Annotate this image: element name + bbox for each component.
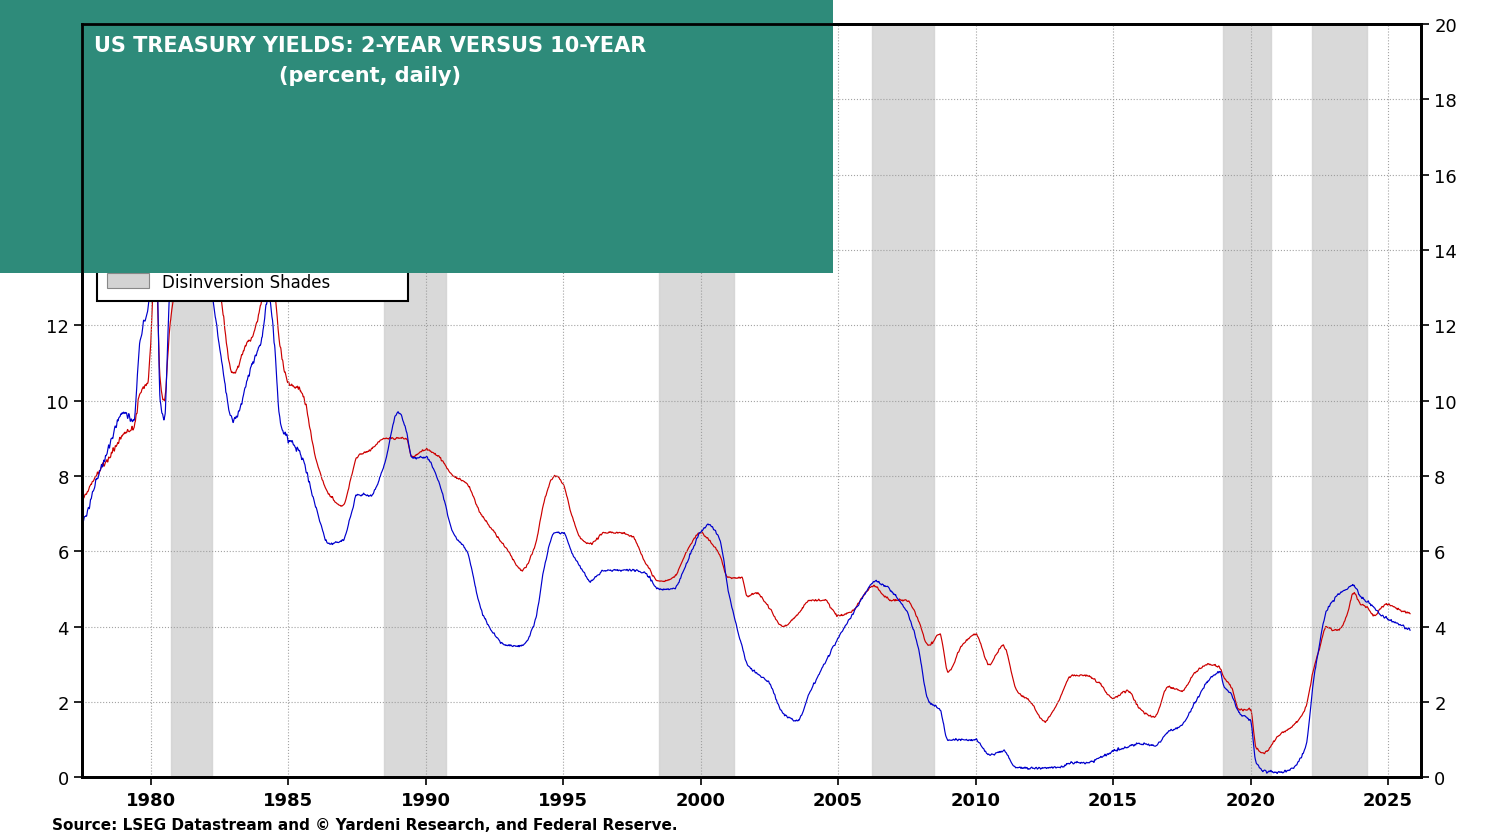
- Bar: [872, 25, 934, 777]
- Bar: [1312, 25, 1367, 777]
- Text: US TREASURY YIELDS: 2-YEAR VERSUS 10-YEAR
(percent, daily): US TREASURY YIELDS: 2-YEAR VERSUS 10-YEA…: [94, 36, 646, 86]
- Legend: 2-Year Yield (Jan 10 = 4.40), 10-Year Yield (Jan 10 = 4.77), Disinversion Shades: 2-Year Yield (Jan 10 = 4.40), 10-Year Yi…: [97, 214, 408, 301]
- Bar: [1223, 25, 1271, 777]
- Bar: [384, 25, 446, 777]
- Text: Source: LSEG Datastream and © Yardeni Research, and Federal Reserve.: Source: LSEG Datastream and © Yardeni Re…: [52, 817, 677, 832]
- Bar: [659, 25, 734, 777]
- Bar: [171, 25, 213, 777]
